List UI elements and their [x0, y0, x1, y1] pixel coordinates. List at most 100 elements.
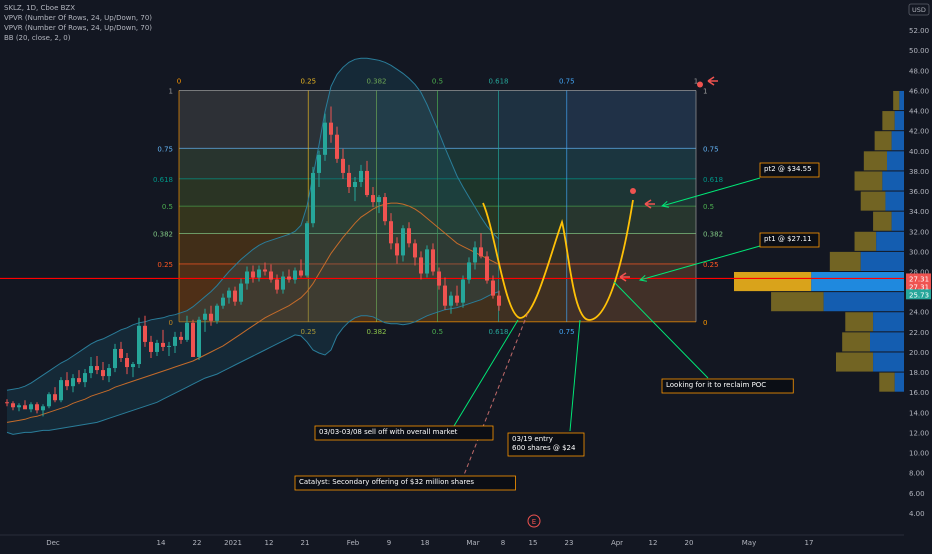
candle-body[interactable] — [191, 322, 195, 357]
candle-body[interactable] — [275, 279, 279, 290]
candle-body[interactable] — [227, 290, 231, 298]
candle-body[interactable] — [485, 256, 489, 281]
candle-body[interactable] — [401, 228, 405, 256]
candle-body[interactable] — [383, 197, 387, 222]
candle-body[interactable] — [497, 295, 501, 306]
candle-body[interactable] — [365, 170, 369, 196]
earnings-marker[interactable] — [527, 514, 541, 528]
candle-body[interactable] — [59, 380, 63, 401]
candle-body[interactable] — [311, 172, 315, 224]
candle-body[interactable] — [17, 405, 21, 408]
candle-body[interactable] — [167, 345, 171, 347]
candle-body[interactable] — [251, 271, 255, 278]
candle-body[interactable] — [287, 276, 291, 280]
fib-level-label-right: 0 — [703, 319, 707, 327]
candle-body[interactable] — [47, 394, 51, 407]
candle-body[interactable] — [389, 221, 393, 244]
candle-body[interactable] — [221, 297, 225, 306]
catalyst-label-box — [294, 475, 516, 491]
candle-body[interactable] — [299, 270, 303, 276]
candle-body[interactable] — [11, 403, 15, 408]
candle-body[interactable] — [479, 247, 483, 257]
candle-body[interactable] — [215, 305, 219, 321]
candle-body[interactable] — [155, 342, 159, 352]
candle-body[interactable] — [329, 122, 333, 135]
symbol-line[interactable]: SKLZ, 1D, Cboe BZX — [4, 4, 76, 12]
candle-body[interactable] — [305, 223, 309, 276]
candle-body[interactable] — [371, 195, 375, 203]
candle-body[interactable] — [89, 366, 93, 374]
candle-body[interactable] — [125, 357, 129, 368]
candle-body[interactable] — [437, 271, 441, 286]
candle-body[interactable] — [431, 249, 435, 272]
candle-body[interactable] — [353, 181, 357, 188]
candle-body[interactable] — [341, 158, 345, 173]
time-tick-label: Mar — [466, 539, 479, 547]
candle-body[interactable] — [281, 276, 285, 290]
price-axis[interactable]: USD 52.00 50.00 48.00 46.00 44.00 42.00 40.00 38… — [905, 0, 932, 550]
candle-body[interactable] — [467, 262, 471, 280]
earnings-marker-label: E — [532, 518, 536, 526]
candle-body[interactable] — [35, 404, 39, 411]
candle-body[interactable] — [83, 373, 87, 383]
candle-body[interactable] — [239, 283, 243, 302]
candle-body[interactable] — [143, 325, 147, 342]
candle-body[interactable] — [407, 228, 411, 244]
candle-body[interactable] — [449, 295, 453, 306]
candle-body[interactable] — [197, 319, 201, 357]
candle-body[interactable] — [473, 247, 477, 263]
candle-body[interactable] — [257, 269, 261, 278]
candle-body[interactable] — [245, 271, 249, 284]
candle-body[interactable] — [179, 336, 183, 340]
indicator-vpvr-1[interactable]: VPVR (Number Of Rows, 24, Up/Down, 70) — [4, 14, 153, 22]
candle-body[interactable] — [359, 170, 363, 182]
candle-body[interactable] — [317, 154, 321, 173]
candle-body[interactable] — [263, 269, 267, 272]
candle-body[interactable] — [119, 348, 123, 358]
candle-body[interactable] — [377, 197, 381, 203]
candle-body[interactable] — [323, 122, 327, 155]
candle-body[interactable] — [101, 370, 105, 377]
candle-body[interactable] — [425, 249, 429, 274]
time-axis[interactable]: Dec 14 22 2021 12 21 Feb 9 18 Mar 8 15 23 Apr 12 20 May 1… — [0, 534, 904, 547]
candle-body[interactable] — [233, 290, 237, 302]
candle-body[interactable] — [443, 285, 447, 306]
candle-body[interactable] — [455, 295, 459, 303]
candle-body[interactable] — [269, 271, 273, 280]
currency-badge[interactable] — [908, 3, 930, 16]
candle-body[interactable] — [161, 342, 165, 347]
candle-body[interactable] — [71, 378, 75, 387]
candle-body[interactable] — [185, 322, 189, 340]
candle-body[interactable] — [209, 313, 213, 321]
vp-up-bar — [876, 231, 904, 251]
candle-body[interactable] — [293, 270, 297, 280]
indicator-vpvr-2[interactable]: VPVR (Number Of Rows, 24, Up/Down, 70) — [4, 24, 153, 32]
candle-body[interactable] — [95, 366, 99, 371]
candles[interactable] — [5, 106, 501, 417]
candle-body[interactable] — [29, 404, 33, 410]
candle-body[interactable] — [41, 406, 45, 411]
candle-body[interactable] — [23, 405, 27, 410]
candle-body[interactable] — [461, 279, 465, 303]
candle-body[interactable] — [173, 336, 177, 346]
indicator-bb[interactable]: BB (20, close, 2, 0) — [4, 34, 71, 42]
candle-body[interactable] — [335, 134, 339, 159]
candle-body[interactable] — [65, 380, 69, 387]
candle-body[interactable] — [53, 394, 57, 401]
candle-body[interactable] — [5, 402, 9, 404]
time-tick-label: 20 — [685, 539, 694, 547]
candle-body[interactable] — [149, 341, 153, 352]
candle-body[interactable] — [413, 243, 417, 258]
candle-body[interactable] — [395, 243, 399, 256]
candle-body[interactable] — [77, 378, 81, 383]
candle-body[interactable] — [113, 348, 117, 369]
candle-body[interactable] — [347, 172, 351, 188]
candle-body[interactable] — [491, 280, 495, 296]
candle-body[interactable] — [419, 257, 423, 274]
candle-body[interactable] — [107, 368, 111, 377]
candle-body[interactable] — [131, 364, 135, 368]
candle-body[interactable] — [203, 313, 207, 320]
candle-body[interactable] — [137, 325, 141, 365]
